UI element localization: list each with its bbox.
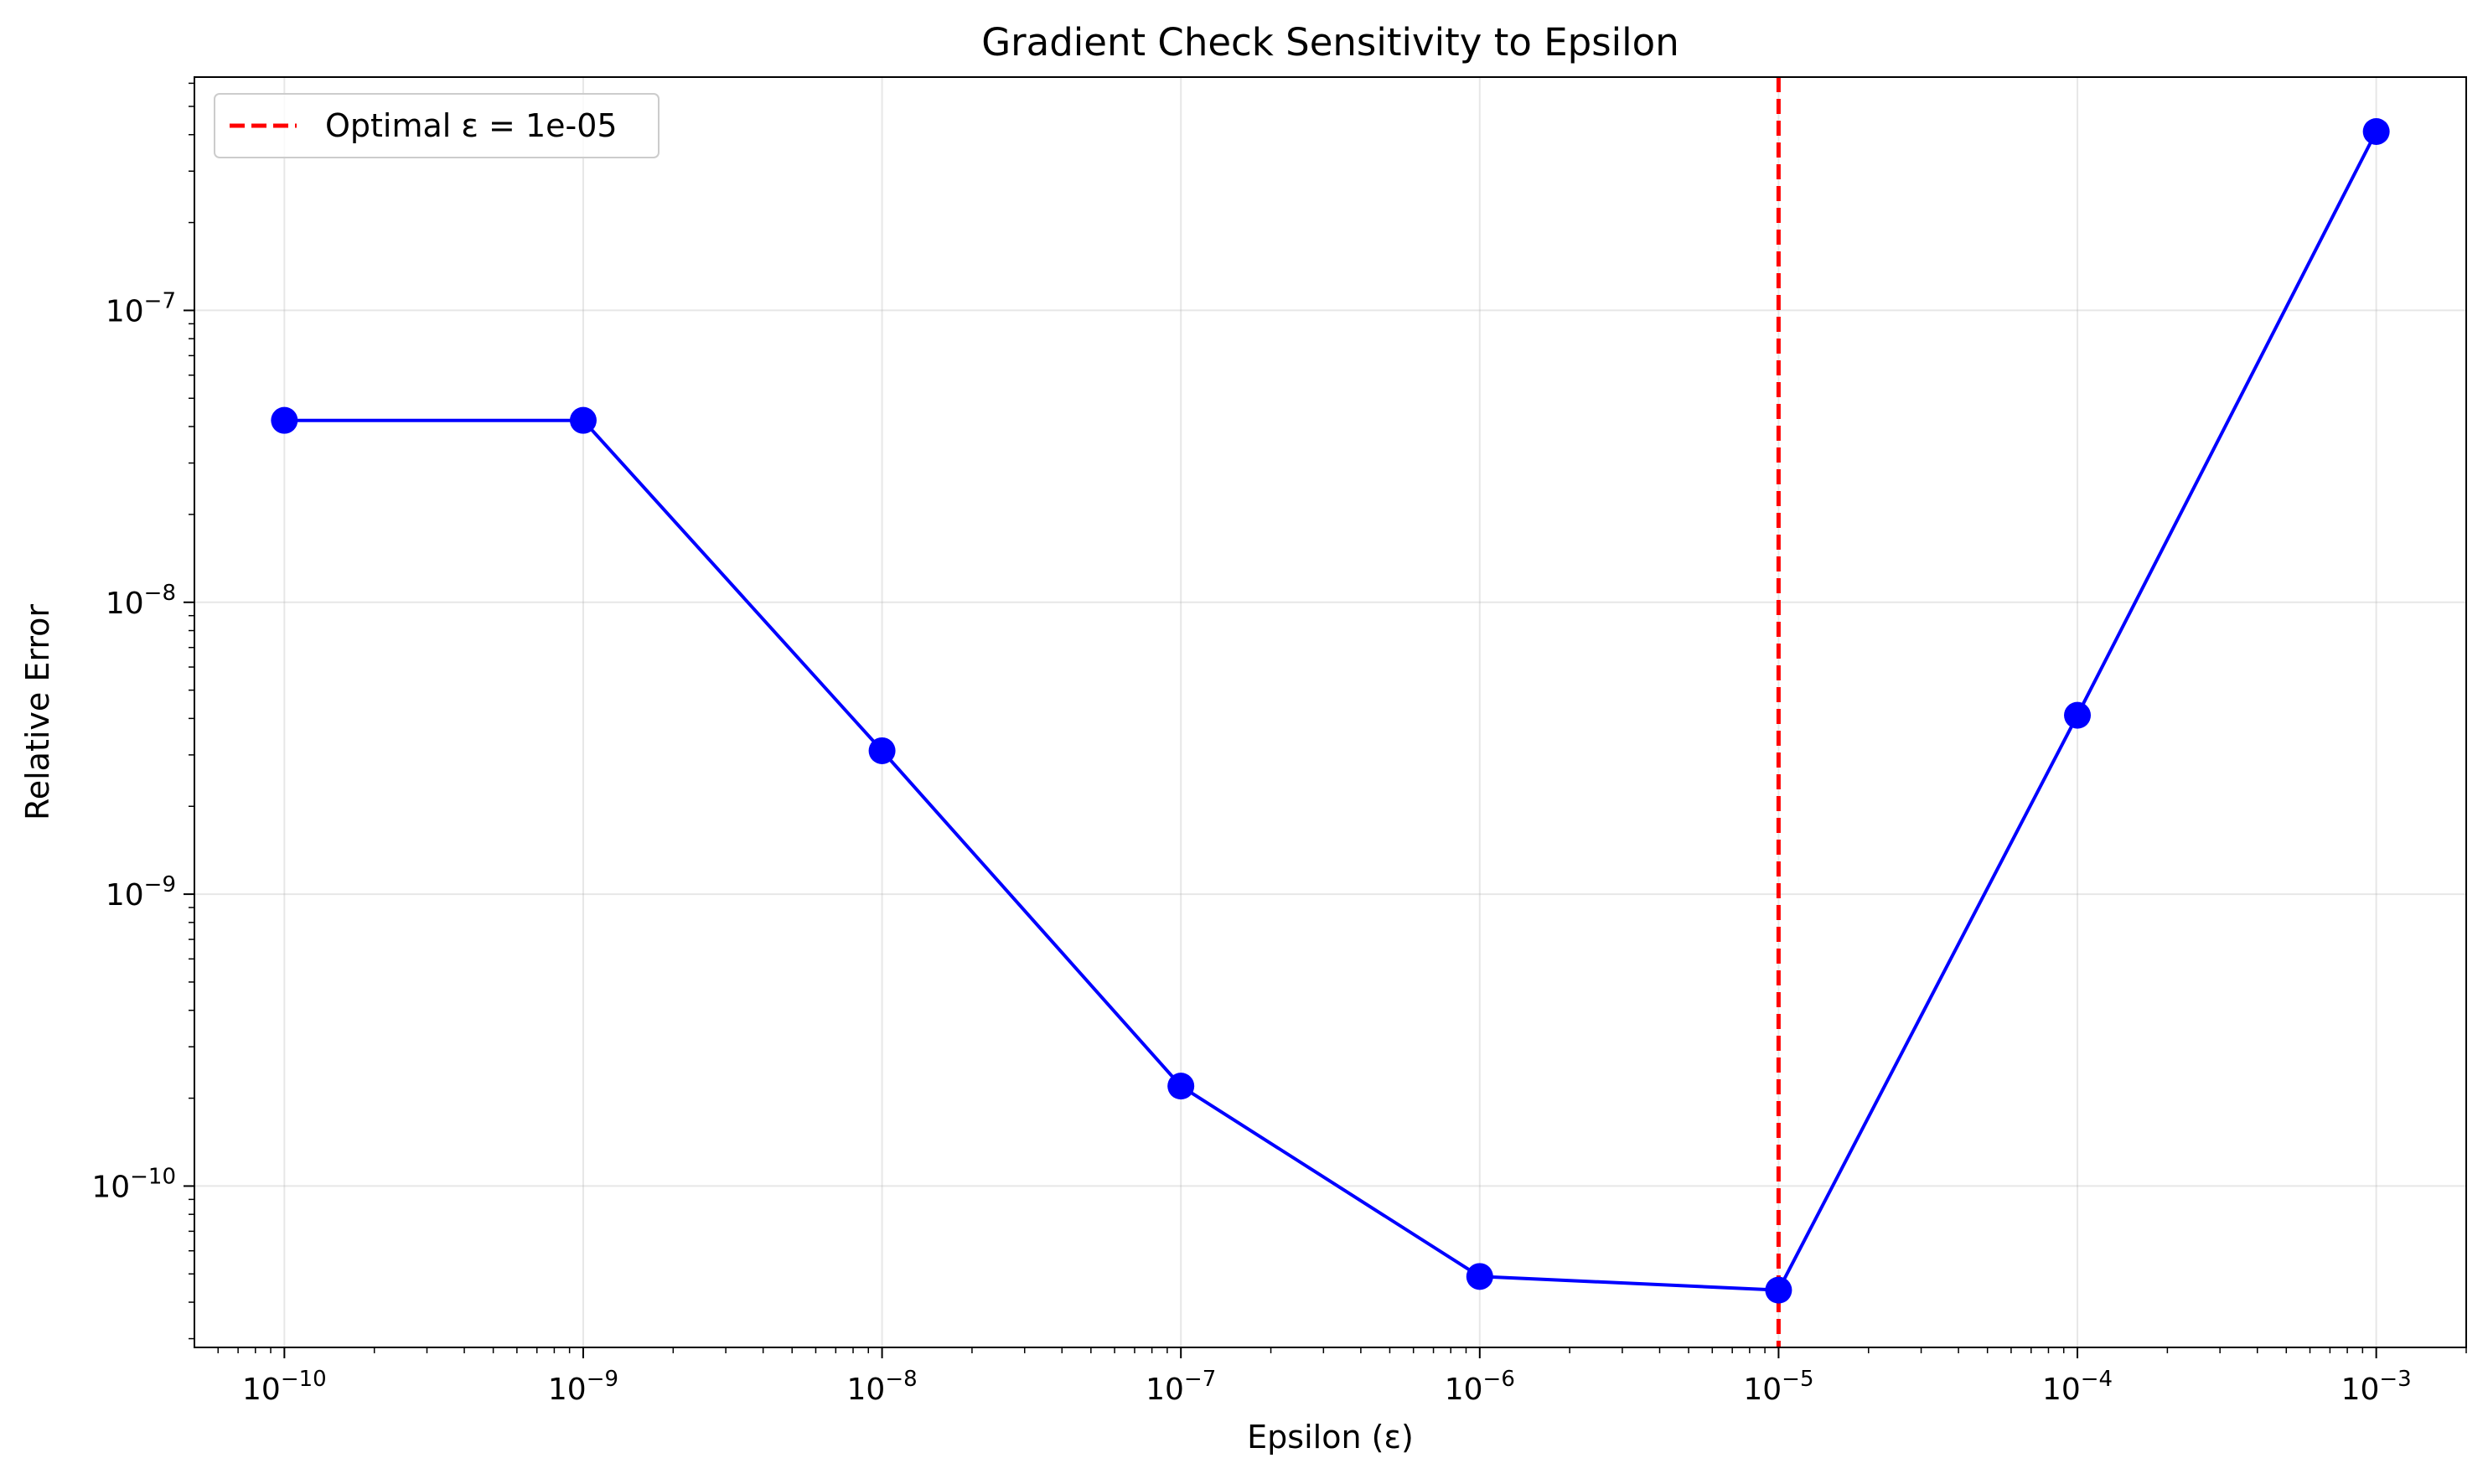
data-point bbox=[2362, 117, 2390, 145]
x-tick-label: 10−8 bbox=[847, 1367, 918, 1407]
data-point bbox=[868, 737, 896, 764]
series-line bbox=[284, 131, 2378, 1292]
y-tick-label: 10−8 bbox=[106, 581, 176, 621]
data-point bbox=[1765, 1276, 1792, 1304]
data-point bbox=[271, 406, 298, 434]
legend: Optimal ε = 1e-05 bbox=[214, 93, 660, 158]
y-tick-label: 10−9 bbox=[106, 872, 176, 913]
axis-ticks: 10−10 10−9 10−8 10−7 10−6 10−5 10−4 10−3 10−10 10… bbox=[91, 82, 2467, 1407]
x-tick-label: 10−7 bbox=[1146, 1367, 1216, 1407]
x-tick-label: 10−6 bbox=[1445, 1367, 1515, 1407]
x-axis-label: Epsilon (ε) bbox=[1247, 1419, 1414, 1456]
x-tick-label: 10−9 bbox=[548, 1367, 618, 1407]
x-tick-label: 10−3 bbox=[2341, 1367, 2412, 1407]
series-layer bbox=[271, 117, 2390, 1304]
data-point bbox=[569, 406, 597, 434]
y-tick-label: 10−7 bbox=[106, 288, 176, 328]
x-tick-label: 10−4 bbox=[2042, 1367, 2113, 1407]
data-point bbox=[1466, 1263, 1493, 1290]
plot-frame bbox=[194, 76, 2467, 1348]
y-axis-label: Relative Error bbox=[19, 604, 56, 820]
legend-box bbox=[214, 93, 660, 158]
data-point bbox=[1167, 1073, 1195, 1100]
legend-label: Optimal ε = 1e-05 bbox=[325, 107, 618, 144]
x-tick-label: 10−5 bbox=[1743, 1367, 1813, 1407]
chart-title: Gradient Check Sensitivity to Epsilon bbox=[981, 20, 1678, 65]
x-tick-label: 10−10 bbox=[242, 1367, 327, 1407]
y-tick-label: 10−10 bbox=[91, 1164, 176, 1204]
data-point bbox=[2064, 701, 2092, 729]
